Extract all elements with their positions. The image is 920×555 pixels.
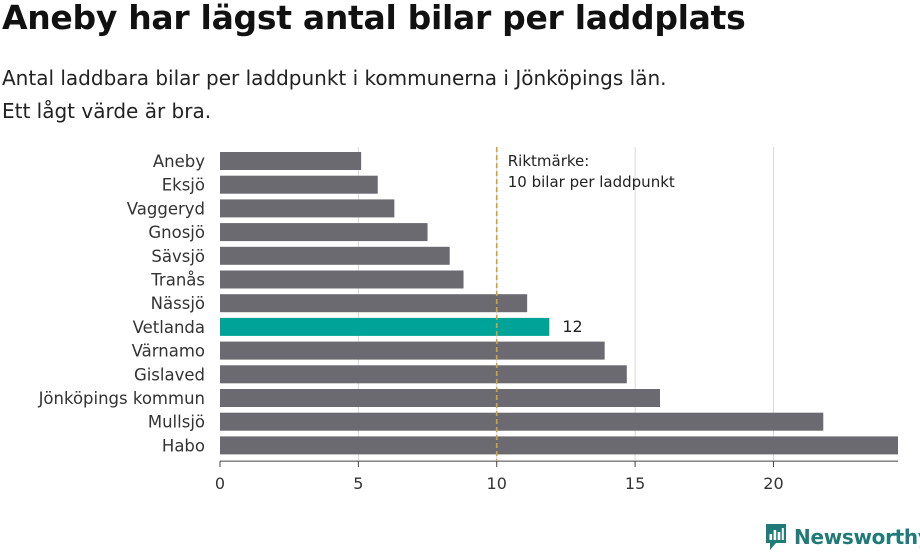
category-label: Aneby [153, 152, 205, 171]
x-tick-label: 0 [215, 474, 225, 493]
bar [220, 389, 661, 407]
x-tick-label: 10 [487, 474, 507, 493]
bar [220, 199, 395, 218]
reference-label-line-1: Riktmärke: [508, 152, 590, 170]
bar [220, 294, 528, 313]
category-label: Mullsjö [148, 413, 205, 432]
category-label: Värnamo [132, 342, 205, 361]
bar [220, 436, 898, 455]
subtitle-line-1: Antal laddbara bilar per laddpunkt i kom… [2, 66, 667, 90]
bar [220, 317, 550, 336]
reference-label-line-2: 10 bilar per laddpunkt [508, 173, 675, 191]
category-label: Gislaved [134, 365, 205, 384]
bar [220, 270, 464, 289]
category-label: Tranås [150, 271, 205, 290]
category-label: Vetlanda [133, 318, 205, 337]
bar [220, 152, 362, 170]
category-label: Nässjö [151, 294, 205, 313]
bar [220, 246, 450, 265]
x-tick-label: 20 [763, 474, 783, 493]
category-label: Gnosjö [148, 223, 205, 242]
newsworthy-bar-chart-icon [766, 524, 786, 550]
category-label: Jönköpings kommun [38, 389, 205, 408]
category-label: Vaggeryd [127, 199, 205, 218]
bar [220, 365, 627, 384]
x-tick-label: 5 [353, 474, 363, 493]
newsworthy-logo-text: Newsworthy [794, 525, 920, 549]
category-label: Sävsjö [151, 247, 205, 266]
category-label: Habo [162, 436, 205, 455]
category-label: Eksjö [162, 176, 205, 195]
subtitle-line-2: Ett lågt värde är bra. [2, 99, 212, 123]
newsworthy-logo: Newsworthy [764, 522, 920, 552]
x-tick-label: 15 [625, 474, 645, 493]
chart-subtitle: Antal laddbara bilar per laddpunkt i kom… [2, 62, 667, 128]
bar [220, 223, 428, 242]
bar [220, 175, 378, 194]
data-label: 12 [562, 317, 582, 336]
bar [220, 412, 824, 431]
bar [220, 341, 605, 360]
chart-title: Aneby har lägst antal bilar per laddplat… [2, 0, 746, 37]
